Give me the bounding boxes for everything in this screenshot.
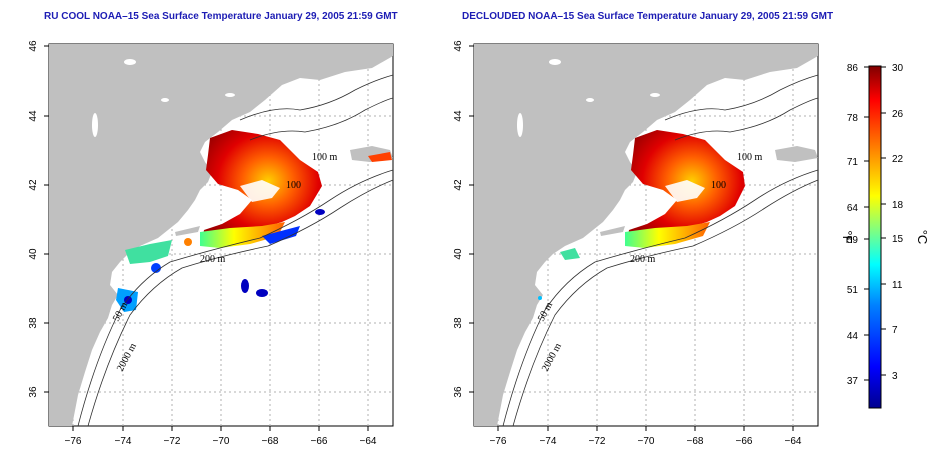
right-lat-label: 38 xyxy=(453,317,464,329)
celsius-tick-label: 3 xyxy=(892,371,898,382)
colorbar-gradient xyxy=(868,65,882,409)
right-map-panel: 100 m 200 m 50 m 2000 m 100 −76 −74 −72 … xyxy=(453,40,819,447)
left-ticks xyxy=(44,45,369,431)
fahrenheit-tick-label: 44 xyxy=(847,331,859,342)
left-lakes xyxy=(92,59,235,137)
celsius-tick-label: 26 xyxy=(892,109,904,120)
fahrenheit-tick-label: 78 xyxy=(847,113,859,124)
right-panel-title: DECLOUDED NOAA–15 Sea Surface Temperatur… xyxy=(462,11,834,22)
temperature-colorbar: 86 78 71 64 59 51 44 37 30 26 22 18 15 1… xyxy=(840,63,930,409)
left-lat-label: 42 xyxy=(28,179,39,191)
left-map-panel: 100 m 200 m 50 m 2000 m 100 −76 −74 −72 … xyxy=(28,40,394,447)
right-lat-labels: 46 44 42 40 38 36 xyxy=(453,40,464,398)
fahrenheit-tick-labels: 86 78 71 64 59 51 44 37 xyxy=(847,63,859,387)
celsius-tick-label: 15 xyxy=(892,234,904,245)
left-lon-label: −72 xyxy=(164,436,181,447)
fahrenheit-tick-label: 37 xyxy=(847,376,859,387)
left-lon-label: −74 xyxy=(115,436,132,447)
right-lon-label: −72 xyxy=(589,436,606,447)
colorbar-ticks xyxy=(864,66,886,381)
right-bathymetry xyxy=(502,74,819,427)
fahrenheit-tick-label: 51 xyxy=(847,285,859,296)
left-lat-labels: 46 44 42 40 38 36 xyxy=(28,40,39,398)
fahrenheit-tick-label: 71 xyxy=(847,157,859,168)
left-lat-label: 46 xyxy=(28,40,39,52)
celsius-tick-label: 7 xyxy=(892,325,898,336)
left-long-island xyxy=(175,226,200,236)
left-lon-label: −70 xyxy=(213,436,230,447)
right-lat-label: 46 xyxy=(453,40,464,52)
right-contour-100: 100 xyxy=(711,180,726,191)
right-lon-label: −76 xyxy=(490,436,507,447)
left-lat-label: 44 xyxy=(28,110,39,122)
celsius-tick-labels: 30 26 22 18 15 11 7 3 xyxy=(892,63,904,382)
fahrenheit-tick-label: 64 xyxy=(847,203,859,214)
left-lon-label: −66 xyxy=(311,436,328,447)
left-contour-100m: 100 m xyxy=(312,152,338,163)
right-lakes xyxy=(517,59,660,137)
left-lat-label: 40 xyxy=(28,248,39,260)
right-sst-shelf xyxy=(625,222,710,248)
left-lat-label: 38 xyxy=(28,317,39,329)
right-sst-scatter xyxy=(538,248,580,300)
right-lon-label: −68 xyxy=(687,436,704,447)
right-land xyxy=(474,44,818,426)
right-lat-label: 36 xyxy=(453,386,464,398)
right-lat-label: 44 xyxy=(453,110,464,122)
right-lon-label: −74 xyxy=(540,436,557,447)
left-land xyxy=(49,44,393,426)
left-panel-title: RU COOL NOAA–15 Sea Surface Temperature … xyxy=(44,11,398,22)
fahrenheit-tick-label: 86 xyxy=(847,63,859,74)
fahrenheit-unit-label: °F xyxy=(840,230,855,243)
left-lon-label: −68 xyxy=(262,436,279,447)
left-sst-shelf xyxy=(200,222,285,248)
right-long-island xyxy=(600,226,625,236)
celsius-tick-label: 18 xyxy=(892,200,904,211)
right-lon-label: −64 xyxy=(785,436,802,447)
right-lon-label: −70 xyxy=(638,436,655,447)
celsius-tick-label: 30 xyxy=(892,63,904,74)
right-cloud-gap xyxy=(665,180,705,202)
left-contour-200m: 200 m xyxy=(200,254,226,265)
right-contour-100m: 100 m xyxy=(737,152,763,163)
right-lon-labels: −76 −74 −72 −70 −68 −66 −64 xyxy=(490,436,802,447)
right-lat-label: 40 xyxy=(453,248,464,260)
left-lon-label: −64 xyxy=(360,436,377,447)
right-contour-200m: 200 m xyxy=(630,254,656,265)
left-lon-labels: −76 −74 −72 −70 −68 −66 −64 xyxy=(65,436,377,447)
right-lat-label: 42 xyxy=(453,179,464,191)
right-lon-label: −66 xyxy=(736,436,753,447)
left-cloud-gap xyxy=(240,180,280,202)
right-nova-scotia-tip xyxy=(775,146,818,162)
celsius-tick-label: 11 xyxy=(892,280,903,291)
left-lat-label: 36 xyxy=(28,386,39,398)
celsius-unit-label: °C xyxy=(915,230,930,245)
left-bathymetry xyxy=(77,74,394,427)
celsius-tick-label: 22 xyxy=(892,154,904,165)
left-lon-label: −76 xyxy=(65,436,82,447)
right-ticks xyxy=(469,45,794,431)
fahrenheit-tick-label: 59 xyxy=(847,235,859,246)
left-contour-100: 100 xyxy=(286,180,301,191)
